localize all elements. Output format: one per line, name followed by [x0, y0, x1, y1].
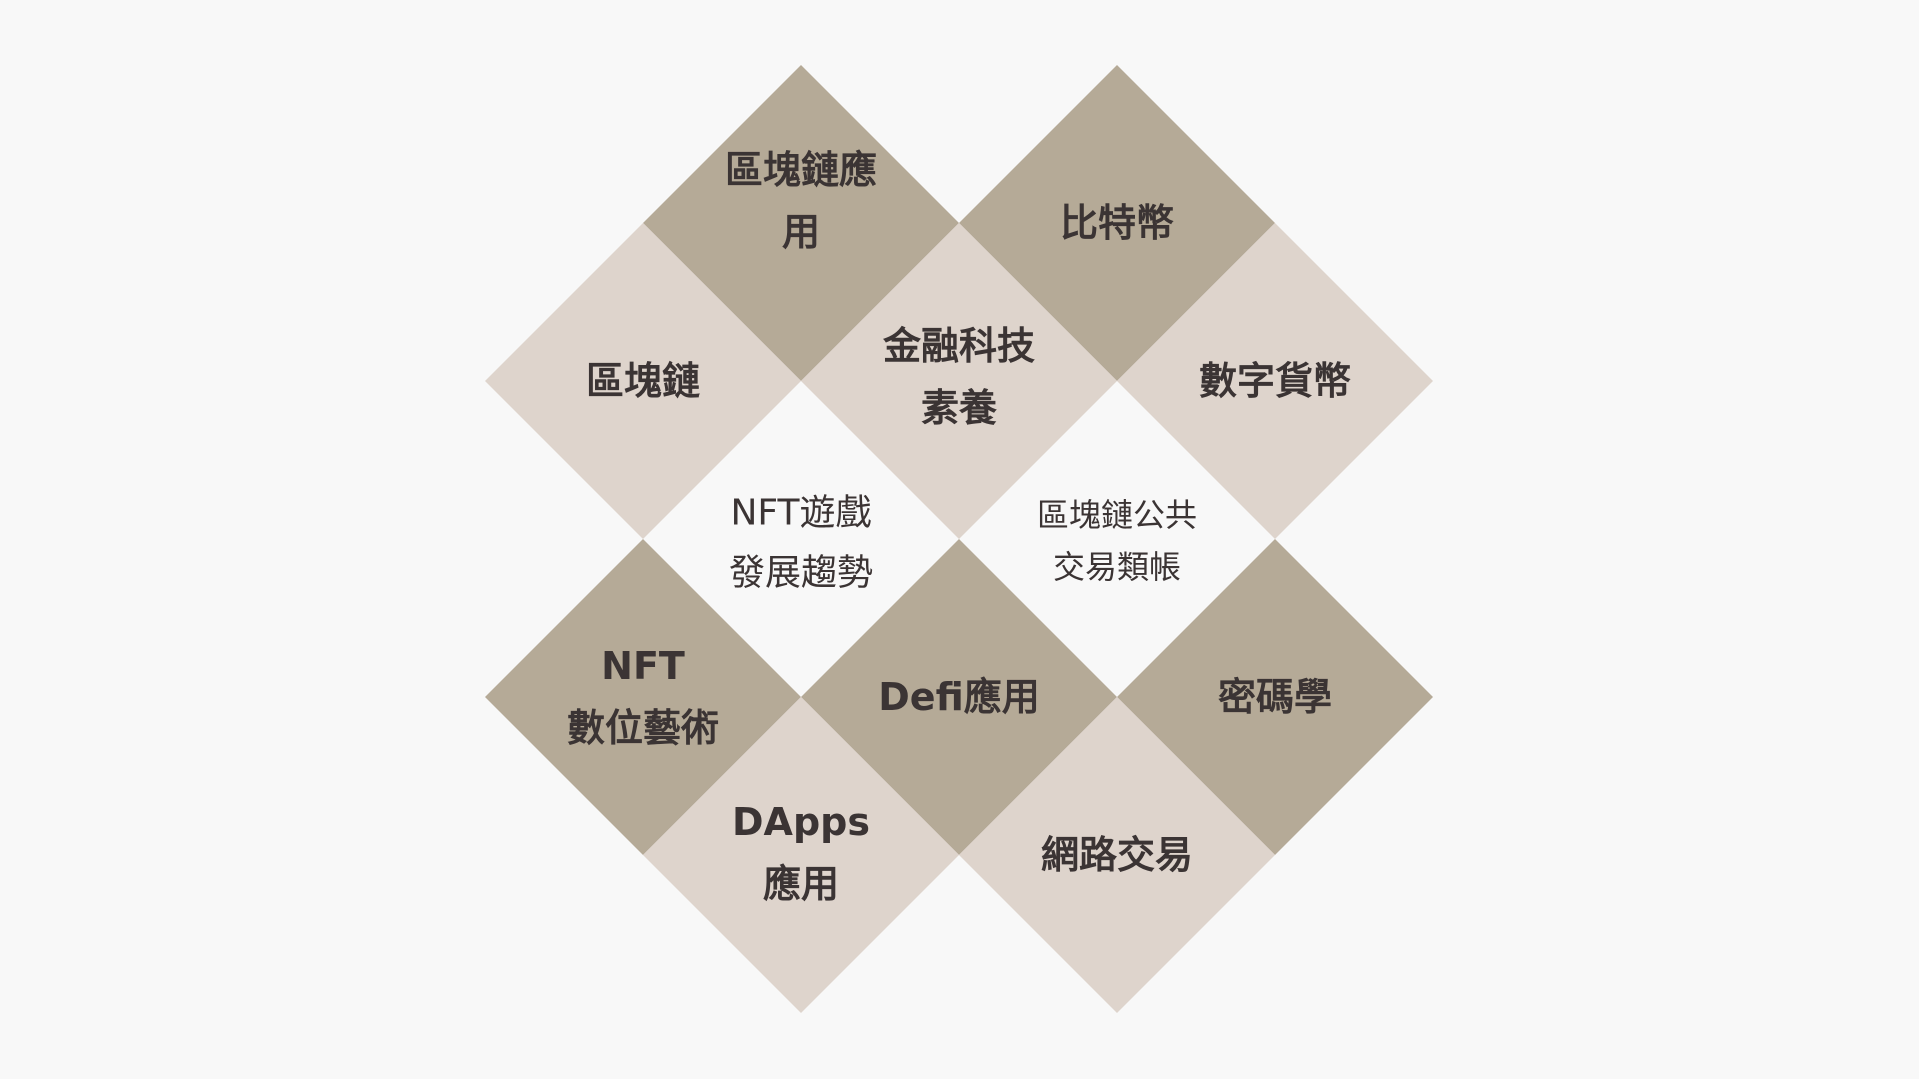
- tile-label-cryptography-line-1: 密碼學: [1218, 675, 1332, 719]
- tile-label-bitcoin-line-1: 比特幣: [1060, 201, 1174, 245]
- tile-blockchain: 區塊鏈: [485, 223, 801, 539]
- tile-dapps-applications: DApps 應用: [643, 697, 959, 1013]
- tile-label-nft-game-trends-line-2: 發展趨勢: [729, 553, 873, 594]
- tile-label-fintech-literacy-line-2: 素養: [921, 386, 997, 430]
- tile-digital-currency: 數字貨幣: [1117, 223, 1433, 539]
- tile-diamond-fintech-literacy: [801, 223, 1117, 539]
- tile-label-nft-digital-art-line-1: NFT: [601, 644, 685, 688]
- tile-label-dapps-applications-line-1: DApps: [732, 800, 870, 844]
- tile-diamond-online-trading: [959, 697, 1275, 1013]
- tile-label-digital-currency-line-1: 數字貨幣: [1199, 359, 1351, 403]
- tile-diamond-dapps-applications: [643, 697, 959, 1013]
- tile-label-public-chain-ledger-line-2: 交易類帳: [1053, 548, 1181, 586]
- tile-label-blockchain-applications-line-2: 用: [782, 210, 820, 254]
- tile-label-fintech-literacy-line-1: 金融科技: [882, 324, 1035, 368]
- tile-online-trading: 網路交易: [959, 697, 1275, 1013]
- tile-diamond-digital-currency: [1117, 223, 1433, 539]
- tile-label-online-trading-line-1: 網路交易: [1041, 833, 1193, 877]
- tile-label-dapps-applications-line-2: 應用: [763, 862, 839, 906]
- tile-diamond-blockchain: [485, 223, 801, 539]
- tile-label-public-chain-ledger-line-1: 區塊鏈公共: [1037, 496, 1197, 534]
- tile-label-defi-applications-line-1: Defi應用: [878, 675, 1039, 719]
- tile-label-blockchain-applications-line-1: 區塊鏈應: [725, 148, 877, 192]
- tile-label-nft-digital-art-line-2: 數位藝術: [567, 706, 719, 750]
- tile-label-blockchain-line-1: 區塊鏈: [586, 359, 700, 403]
- tile-label-nft-game-trends-line-1: NFT遊戲: [731, 493, 872, 534]
